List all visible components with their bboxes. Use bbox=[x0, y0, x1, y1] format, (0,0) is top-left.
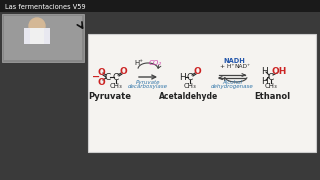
Text: H: H bbox=[180, 73, 186, 82]
Text: decarboxylase: decarboxylase bbox=[128, 84, 168, 89]
Text: CO₂: CO₂ bbox=[148, 60, 162, 66]
FancyBboxPatch shape bbox=[4, 16, 82, 60]
Text: C: C bbox=[268, 73, 274, 82]
Text: + H⁺: + H⁺ bbox=[220, 64, 234, 69]
Text: C: C bbox=[113, 73, 119, 82]
Circle shape bbox=[29, 18, 45, 34]
Text: −: − bbox=[92, 72, 100, 82]
Text: O: O bbox=[119, 66, 127, 75]
Text: CH₃: CH₃ bbox=[265, 83, 277, 89]
Text: O: O bbox=[97, 78, 105, 87]
Text: OH: OH bbox=[271, 66, 287, 75]
Text: Alcohol: Alcohol bbox=[222, 80, 242, 84]
Text: C: C bbox=[105, 73, 111, 82]
Text: CH₃: CH₃ bbox=[110, 83, 122, 89]
Text: O: O bbox=[97, 68, 105, 76]
FancyBboxPatch shape bbox=[30, 28, 44, 44]
FancyBboxPatch shape bbox=[2, 14, 84, 62]
Text: Las fermentaciones V59: Las fermentaciones V59 bbox=[5, 3, 86, 10]
Text: Pyruvate: Pyruvate bbox=[89, 91, 132, 100]
FancyBboxPatch shape bbox=[24, 28, 50, 44]
Text: NADH: NADH bbox=[223, 58, 245, 64]
Text: dehydrogenase: dehydrogenase bbox=[211, 84, 253, 89]
Text: Acetaldehyde: Acetaldehyde bbox=[159, 91, 219, 100]
FancyBboxPatch shape bbox=[0, 0, 320, 12]
Text: H⁺: H⁺ bbox=[134, 60, 143, 66]
Text: O: O bbox=[193, 66, 201, 75]
Text: H: H bbox=[260, 66, 268, 75]
Text: CH₃: CH₃ bbox=[184, 83, 196, 89]
Text: NAD⁺: NAD⁺ bbox=[234, 64, 250, 69]
FancyBboxPatch shape bbox=[88, 34, 316, 152]
Text: H: H bbox=[260, 76, 268, 86]
Text: C: C bbox=[187, 73, 193, 82]
Text: Ethanol: Ethanol bbox=[254, 91, 290, 100]
Text: Pyruvate: Pyruvate bbox=[136, 80, 160, 84]
